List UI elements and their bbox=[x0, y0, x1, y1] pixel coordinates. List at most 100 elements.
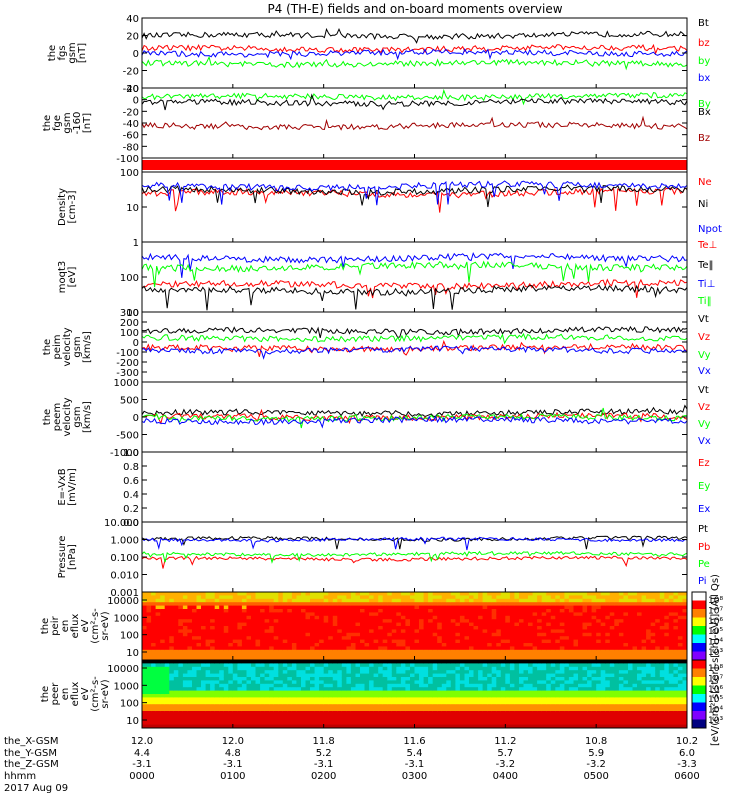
spectrogram-cell bbox=[641, 660, 647, 664]
spectrogram-cell bbox=[214, 609, 220, 613]
spectrogram-cell bbox=[269, 717, 275, 722]
y-axis-label: peem bbox=[52, 403, 63, 431]
spectrogram-cell bbox=[210, 656, 216, 661]
spectrogram-cell bbox=[260, 636, 266, 641]
spectrogram-cell bbox=[205, 721, 211, 726]
spectrogram-cell bbox=[255, 639, 261, 644]
spectrogram-cell bbox=[505, 653, 511, 658]
spectrogram-cell bbox=[532, 636, 538, 641]
spectrogram-cell bbox=[187, 673, 193, 678]
spectrogram-cell bbox=[291, 683, 297, 688]
y-tick-label: 10 bbox=[126, 308, 139, 319]
spectrogram-cell bbox=[410, 619, 415, 624]
spectrogram-cell bbox=[446, 649, 452, 654]
spectrogram-cell bbox=[146, 721, 152, 726]
spectrogram-cell bbox=[546, 592, 552, 596]
spectrogram-cell bbox=[500, 629, 506, 634]
spectrogram-cell bbox=[514, 598, 520, 603]
legend-entry: Npot bbox=[698, 224, 722, 235]
spectrogram-cell bbox=[164, 602, 170, 607]
spectrogram-cell bbox=[350, 687, 356, 692]
spectrogram-cell bbox=[201, 694, 206, 698]
y-tick-label: 0.6 bbox=[123, 476, 139, 487]
spectrogram-cell bbox=[232, 714, 238, 719]
spectrogram-cell bbox=[287, 687, 293, 692]
spectrogram-cell bbox=[155, 670, 161, 675]
spectrogram-cell bbox=[273, 670, 279, 675]
spectrogram-cell bbox=[587, 653, 593, 658]
spectrogram-cell bbox=[487, 609, 493, 613]
spectrogram-cell bbox=[350, 649, 356, 654]
spectrogram-cell bbox=[214, 666, 220, 671]
spectrogram-cell bbox=[605, 605, 611, 610]
spectrogram-cell bbox=[214, 605, 220, 610]
spectrogram-cell bbox=[641, 605, 647, 610]
spectrogram-cell bbox=[546, 704, 552, 709]
spectrogram-cell bbox=[287, 656, 293, 661]
spectrogram-cell bbox=[478, 683, 484, 688]
spectrogram-cell bbox=[369, 632, 375, 637]
legend-entry: Pb bbox=[698, 542, 710, 553]
spectrogram-cell bbox=[441, 615, 447, 620]
spectrogram-cell bbox=[246, 636, 252, 641]
spectrogram-cell bbox=[514, 639, 520, 644]
spectrogram-cell bbox=[241, 646, 247, 651]
spectrogram-cell bbox=[155, 639, 161, 644]
spectrogram-cell bbox=[291, 690, 297, 695]
spectrogram-cell bbox=[618, 592, 624, 596]
spectrogram-cell bbox=[519, 602, 524, 607]
spectrogram-cell bbox=[546, 619, 552, 624]
spectrogram-cell bbox=[432, 663, 438, 668]
spectrogram-cell bbox=[446, 717, 452, 722]
spectrogram-cell bbox=[478, 619, 484, 624]
spectrogram-cell bbox=[596, 666, 602, 671]
spectrogram-cell bbox=[201, 595, 206, 600]
spectrogram-cell bbox=[505, 629, 511, 634]
spectrogram-cell bbox=[591, 666, 597, 671]
spectrogram-cell bbox=[537, 694, 543, 698]
colorbar-tick-label: 10³ bbox=[708, 648, 723, 658]
spectrogram-cell bbox=[210, 619, 216, 624]
spectrogram-cell bbox=[555, 612, 561, 617]
spectrogram-cell bbox=[350, 602, 356, 607]
spectrogram-cell bbox=[500, 714, 506, 719]
spectrogram-cell bbox=[337, 724, 343, 729]
spectrogram-cell bbox=[600, 605, 606, 610]
spectrogram-cell bbox=[178, 595, 184, 600]
spectrogram-cell bbox=[446, 598, 452, 603]
spectrogram-cell bbox=[405, 687, 411, 692]
spectrogram-cell bbox=[301, 683, 306, 688]
spectrogram-cell bbox=[423, 595, 429, 600]
spectrogram-cell bbox=[628, 680, 633, 685]
spectrogram-cell bbox=[664, 643, 670, 647]
spectrogram-cell bbox=[500, 697, 506, 702]
spectrogram-cell bbox=[223, 646, 229, 651]
spectrogram-cell bbox=[319, 622, 325, 627]
spectrogram-cell bbox=[364, 690, 370, 695]
spectrogram-cell bbox=[155, 680, 161, 685]
spectrogram-cell bbox=[305, 666, 311, 671]
spectrogram-cell bbox=[614, 646, 620, 651]
spectrogram-cell bbox=[269, 714, 275, 719]
spectrogram-cell bbox=[337, 632, 343, 637]
spectrogram-cell bbox=[264, 721, 270, 726]
spectrogram-cell bbox=[437, 622, 443, 627]
spectrogram-cell bbox=[587, 694, 593, 698]
spectrogram-cell bbox=[455, 673, 461, 678]
spectrogram-cell bbox=[450, 656, 456, 661]
spectrogram-cell bbox=[609, 626, 615, 630]
spectrogram-cell bbox=[319, 605, 325, 610]
spectrogram-cell bbox=[450, 663, 456, 668]
spectrogram-cell bbox=[428, 673, 434, 678]
spectrogram-cell bbox=[210, 639, 216, 644]
spectrogram-cell bbox=[500, 649, 506, 654]
spectrogram-cell bbox=[473, 673, 479, 678]
spectrogram-cell bbox=[519, 629, 524, 634]
spectrogram-cell bbox=[319, 700, 325, 705]
spectrogram-cell bbox=[428, 622, 434, 627]
spectrogram-cell bbox=[646, 694, 652, 698]
spectrogram-cell bbox=[568, 673, 574, 678]
spectrogram-cell bbox=[178, 707, 184, 712]
spectrogram-cell bbox=[614, 592, 620, 596]
spectrogram-cell bbox=[296, 609, 302, 613]
